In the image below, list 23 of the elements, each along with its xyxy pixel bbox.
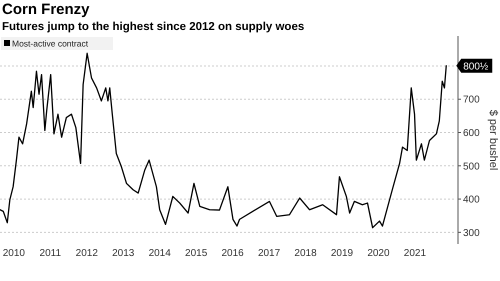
chart-subtitle: Futures jump to the highest since 2012 on supply woes bbox=[2, 21, 304, 33]
x-tick-label: 2010 bbox=[2, 248, 26, 259]
x-tick-label: 2011 bbox=[40, 248, 62, 259]
x-tick-label: 2018 bbox=[294, 248, 318, 259]
x-tick-label: 2013 bbox=[112, 248, 135, 259]
y-tick-label: 600 bbox=[463, 128, 480, 140]
legend-label: Most-active contract bbox=[12, 38, 89, 48]
x-tick-label: 2019 bbox=[330, 248, 354, 259]
y-tick-label: 300 bbox=[463, 228, 480, 239]
annotation: 800½ bbox=[463, 61, 489, 72]
x-tick-label: 2021 bbox=[404, 248, 426, 259]
line-series bbox=[0, 52, 447, 228]
x-tick-label: 2017 bbox=[258, 248, 281, 259]
y-tick-label: 500 bbox=[463, 161, 480, 172]
x-tick-label: 2020 bbox=[367, 248, 390, 259]
y-axis-title: $ per bushel bbox=[487, 110, 499, 170]
x-tick-label: 2014 bbox=[148, 248, 172, 259]
x-tick-label: 2016 bbox=[221, 248, 244, 259]
y-tick-label: 400 bbox=[463, 194, 480, 206]
chart-title: Corn Frenzy bbox=[2, 1, 90, 18]
x-tick-label: 2012 bbox=[76, 248, 98, 259]
y-tick-label: 700 bbox=[463, 94, 480, 106]
x-tick-label: 2015 bbox=[185, 248, 208, 259]
